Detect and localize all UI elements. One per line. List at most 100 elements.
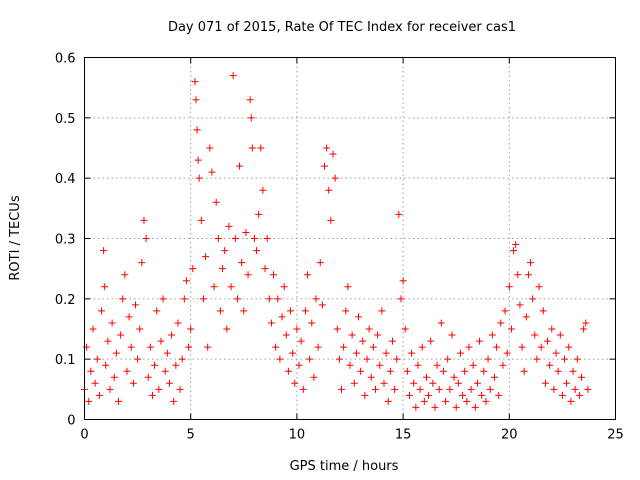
data-point: [327, 216, 335, 224]
data-point: [527, 259, 535, 267]
data-point: [522, 313, 530, 321]
x-tick-label: 5: [187, 428, 195, 443]
data-point: [176, 385, 184, 393]
data-point: [138, 259, 146, 267]
data-point: [546, 361, 554, 369]
data-point: [247, 114, 255, 122]
data-point: [476, 337, 484, 345]
data-point: [461, 367, 469, 375]
data-point: [529, 295, 537, 303]
data-point: [151, 361, 159, 369]
data-point: [352, 349, 360, 357]
data-point: [112, 349, 120, 357]
data-points: [81, 72, 592, 411]
data-point: [371, 385, 379, 393]
data-point: [189, 265, 197, 273]
data-point: [435, 385, 443, 393]
data-point: [578, 373, 586, 381]
data-point: [382, 349, 390, 357]
data-point: [178, 355, 186, 363]
x-tick-label: 15: [395, 428, 412, 443]
data-point: [361, 391, 369, 399]
data-point: [210, 283, 218, 291]
data-point: [386, 367, 394, 375]
data-point: [399, 277, 407, 285]
data-point: [282, 331, 290, 339]
data-point: [524, 271, 532, 279]
data-point: [471, 403, 479, 411]
data-point: [117, 331, 125, 339]
data-point: [246, 96, 254, 104]
data-point: [187, 325, 195, 333]
data-point: [136, 325, 144, 333]
data-point: [571, 385, 579, 393]
data-point: [561, 355, 569, 363]
data-point: [100, 247, 108, 255]
data-point: [342, 307, 350, 315]
data-point: [442, 397, 450, 405]
data-point: [323, 144, 331, 152]
data-point: [227, 283, 235, 291]
data-point: [270, 271, 278, 279]
data-point: [490, 373, 498, 381]
data-point: [418, 343, 426, 351]
data-point: [108, 319, 116, 327]
data-point: [129, 379, 137, 387]
data-point: [212, 198, 220, 206]
data-point: [365, 325, 373, 333]
data-point: [255, 210, 263, 218]
data-point: [299, 385, 307, 393]
y-tick-label: 0.2: [55, 293, 76, 308]
data-point: [114, 397, 122, 405]
data-point: [363, 355, 371, 363]
data-point: [206, 144, 214, 152]
data-point: [104, 337, 112, 345]
data-point: [157, 337, 165, 345]
y-tick-label: 0.5: [55, 112, 76, 127]
data-point: [512, 241, 520, 249]
data-point: [550, 385, 558, 393]
data-point: [180, 295, 188, 303]
data-point: [331, 174, 339, 182]
data-point: [584, 385, 592, 393]
data-point: [467, 385, 475, 393]
data-point: [310, 373, 318, 381]
grid-lines: [84, 57, 616, 420]
chart-title: Day 071 of 2015, Rate Of TEC Index for r…: [168, 20, 516, 35]
data-point: [539, 307, 547, 315]
data-point: [495, 391, 503, 399]
data-point: [225, 222, 233, 230]
data-point: [558, 391, 566, 399]
data-point: [242, 228, 250, 236]
data-point: [429, 379, 437, 387]
data-point: [486, 385, 494, 393]
data-point: [280, 283, 288, 291]
data-point: [231, 235, 239, 242]
y-tick-label: 0.4: [55, 172, 76, 187]
data-point: [97, 307, 105, 315]
data-point: [493, 343, 501, 351]
data-point: [168, 331, 176, 339]
data-point: [87, 367, 95, 375]
data-point: [350, 379, 358, 387]
data-point: [427, 337, 435, 345]
data-point: [265, 295, 273, 303]
data-point: [497, 319, 505, 327]
data-point: [480, 367, 488, 375]
data-point: [376, 361, 384, 369]
data-point: [125, 313, 133, 321]
data-point: [456, 349, 464, 357]
data-point: [244, 271, 252, 279]
data-point: [403, 367, 411, 375]
data-point: [357, 367, 365, 375]
data-point: [301, 307, 309, 315]
data-point: [414, 361, 422, 369]
data-point: [541, 379, 549, 387]
data-point: [537, 343, 545, 351]
data-point: [221, 247, 229, 255]
data-point: [395, 210, 403, 218]
data-point: [463, 397, 471, 405]
data-point: [199, 295, 207, 303]
data-point: [567, 397, 575, 405]
